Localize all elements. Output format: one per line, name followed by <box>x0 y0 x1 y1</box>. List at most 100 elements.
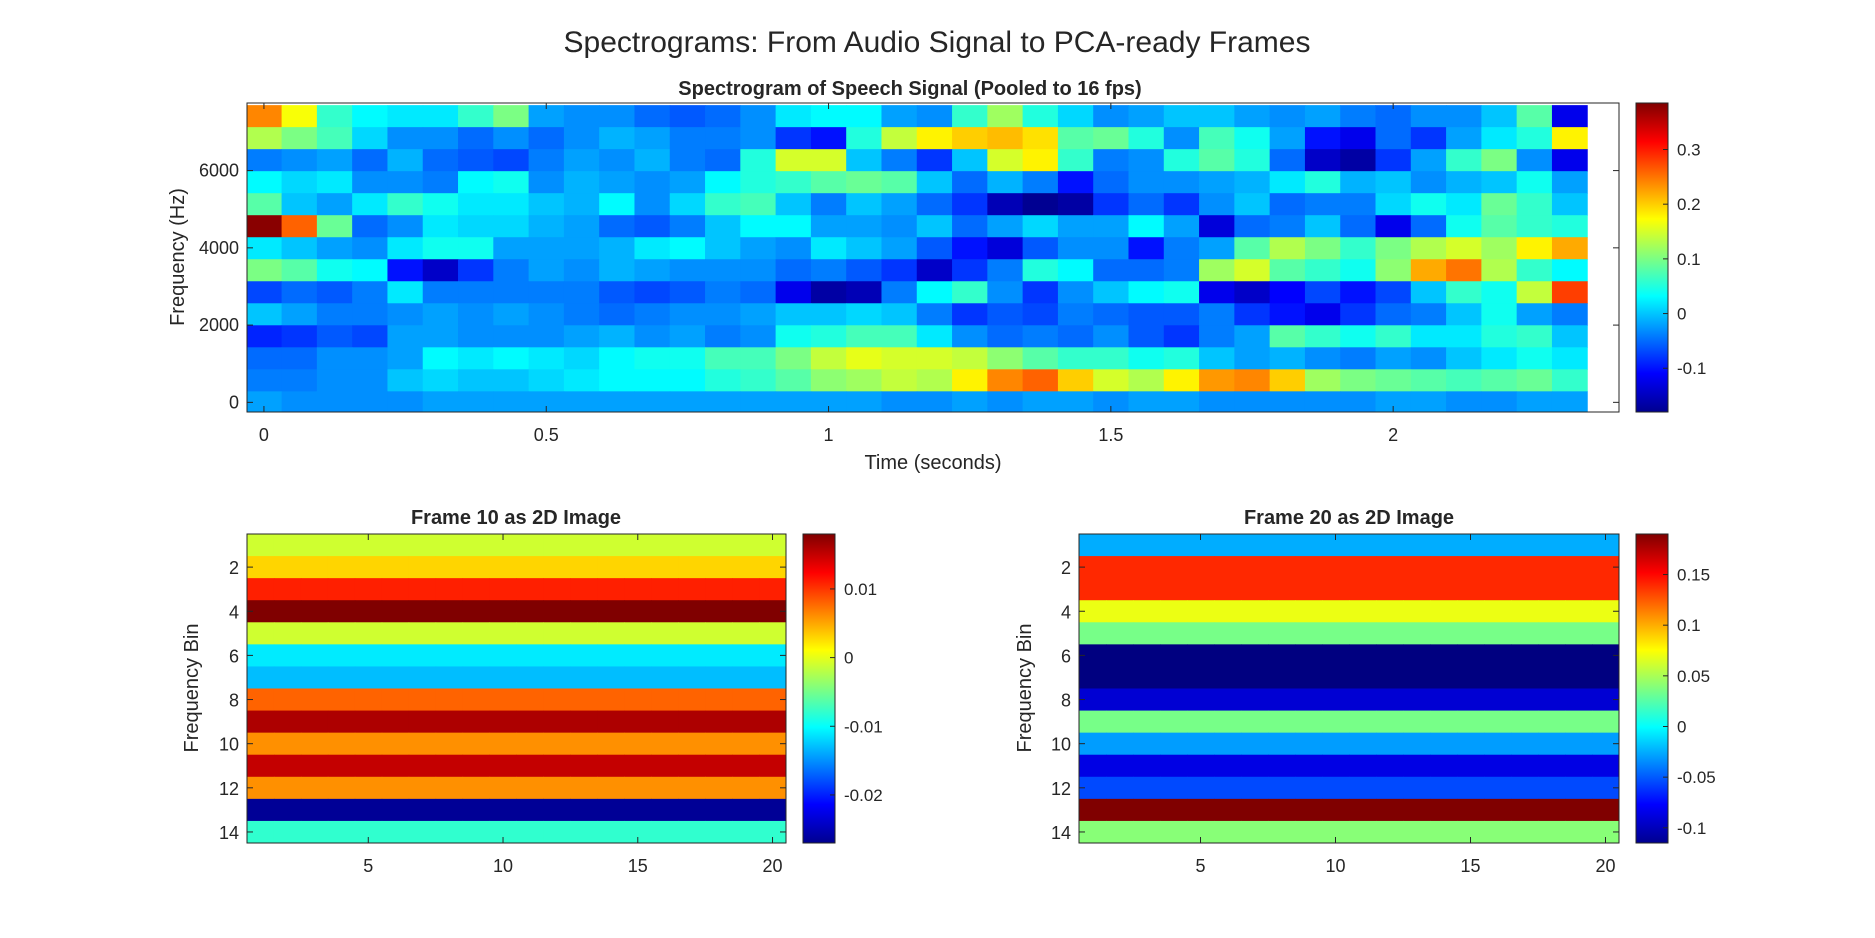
frame10-cell <box>597 644 625 667</box>
frame10-cell <box>678 710 706 734</box>
spectrogram-cell <box>881 171 918 194</box>
frame20-cell <box>1376 556 1404 579</box>
spectrogram-cell <box>1022 281 1059 304</box>
frame20-cell <box>1268 600 1296 623</box>
spectrogram-cell <box>1375 325 1412 348</box>
frame20-colorbar-tick-label: -0.05 <box>1677 768 1716 787</box>
spectrogram-cell <box>563 303 600 326</box>
spectrogram-cell <box>528 105 565 128</box>
spectrogram-cell <box>1269 281 1306 304</box>
spectrogram-cell <box>387 369 424 392</box>
frame20-cell <box>1403 776 1431 800</box>
spectrogram-cell <box>1481 193 1518 216</box>
frame10-cell <box>273 798 302 822</box>
spectrogram-cell <box>705 391 741 413</box>
frame20-cell <box>1079 776 1107 800</box>
spectrogram-cell <box>422 325 459 348</box>
frame10-cell <box>327 688 356 712</box>
spectrogram-cell <box>1057 259 1094 282</box>
spectrogram-cell <box>1481 281 1518 304</box>
spectrogram-cell <box>247 127 283 150</box>
spectrogram-cell <box>846 215 882 238</box>
frame20-cell <box>1241 710 1269 734</box>
spectrogram-cell <box>1340 171 1377 194</box>
frame10-cell <box>570 556 598 579</box>
spectrogram-cell <box>1446 215 1482 238</box>
spectrogram-cell <box>1269 171 1306 194</box>
frame20-cell <box>1241 798 1269 822</box>
spectrogram-cell <box>1446 171 1482 194</box>
frame20-cell <box>1160 688 1188 712</box>
spectrogram-cell <box>846 105 882 128</box>
spectrogram-cell <box>316 281 353 304</box>
frame10-cell <box>759 644 787 667</box>
frame10-cell <box>705 776 733 800</box>
frame20-cell <box>1322 820 1350 844</box>
frame10-y-tick-label: 8 <box>229 691 239 711</box>
frame20-cell <box>1457 666 1485 689</box>
frame20-cell <box>1430 688 1458 712</box>
frame10-cell <box>408 754 437 778</box>
frame20-cell <box>1160 820 1188 844</box>
frame20-cell <box>1295 578 1323 601</box>
spectrogram-cell <box>387 303 424 326</box>
spectrogram-cell <box>1551 303 1588 326</box>
frame10-cell <box>651 798 679 822</box>
frame20-colorbar-tick-label: 0.05 <box>1677 667 1710 686</box>
spectrogram-cell <box>599 193 635 216</box>
frame20-plot: Frame 20 as 2D Image 5 10 15 20 2468101214 … <box>1014 507 1716 876</box>
spectrogram-cell <box>1163 127 1200 150</box>
spectrogram-cell <box>387 127 424 150</box>
spectrogram-cell <box>281 171 318 194</box>
frame20-cell <box>1214 666 1242 689</box>
frame20-cell <box>1079 798 1107 822</box>
frame20-cell <box>1295 776 1323 800</box>
frame10-cell <box>327 556 356 579</box>
spectrogram-cell <box>1199 237 1235 260</box>
spectrogram-plot: Spectrogram of Speech Signal (Pooled to … <box>167 78 1706 474</box>
frame20-cell <box>1106 776 1134 800</box>
frame10-cell <box>247 688 275 712</box>
spectrogram-cell <box>352 193 388 216</box>
spectrogram-cell <box>1057 347 1094 370</box>
frame10-cell <box>543 578 571 601</box>
frame20-cell <box>1511 688 1539 712</box>
spectrogram-cell <box>422 193 459 216</box>
spectrogram-cell <box>634 193 671 216</box>
frame10-cell <box>516 820 544 844</box>
frame10-colorbar-ticks: -0.02 -0.01 0 0.01 <box>830 580 883 805</box>
frame10-y-label: Frequency Bin <box>181 624 203 753</box>
frame10-cell <box>300 820 329 844</box>
frame20-cell <box>1511 732 1539 756</box>
frame10-cell <box>247 644 275 667</box>
spectrogram-cell <box>247 325 283 348</box>
spectrogram-cell <box>563 193 600 216</box>
frame10-cell <box>273 710 302 734</box>
frame20-cell <box>1430 644 1458 667</box>
spectrogram-cell <box>634 215 671 238</box>
spectrogram-cell <box>846 193 882 216</box>
frame10-cell <box>354 600 383 623</box>
spectrogram-cell <box>316 325 353 348</box>
spectrogram-cell <box>316 193 353 216</box>
frame20-cell <box>1268 798 1296 822</box>
frame10-cell <box>678 600 706 623</box>
spectrogram-cell <box>1269 215 1306 238</box>
spectrogram-cell <box>1410 391 1447 413</box>
spectrogram-cell <box>846 325 882 348</box>
spectrogram-cell <box>1199 281 1235 304</box>
frame20-cell <box>1241 754 1269 778</box>
frame20-cell <box>1214 688 1242 712</box>
spectrogram-cell <box>705 171 741 194</box>
spectrogram-cell <box>1304 347 1341 370</box>
spectrogram-cell <box>1269 369 1306 392</box>
frame10-cell <box>651 666 679 689</box>
spectrogram-cell <box>1410 369 1447 392</box>
spectrogram-cell <box>1375 193 1412 216</box>
spectrogram-cell <box>247 369 283 392</box>
spectrogram-cell <box>1481 303 1518 326</box>
frame20-cell <box>1349 820 1377 844</box>
frame10-cell <box>435 732 464 756</box>
spectrogram-cell <box>881 149 918 172</box>
frame20-cell <box>1511 820 1539 844</box>
